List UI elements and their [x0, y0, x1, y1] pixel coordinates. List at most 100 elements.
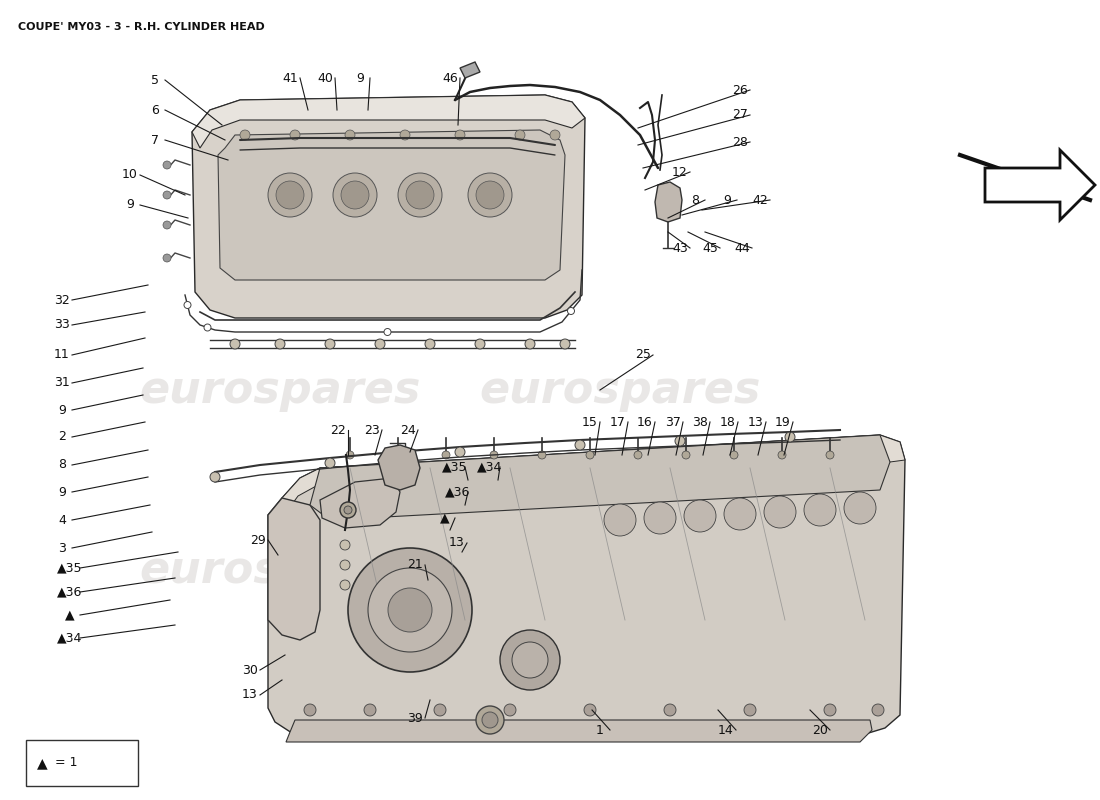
Polygon shape: [984, 150, 1094, 220]
Circle shape: [163, 161, 170, 169]
Polygon shape: [654, 182, 682, 222]
Text: ▲: ▲: [36, 756, 47, 770]
Circle shape: [340, 580, 350, 590]
Polygon shape: [310, 435, 890, 520]
Text: 32: 32: [54, 294, 70, 306]
Circle shape: [304, 704, 316, 716]
Circle shape: [604, 504, 636, 536]
Text: 21: 21: [407, 558, 422, 571]
Polygon shape: [286, 720, 872, 742]
Text: COUPE' MY03 - 3 - R.H. CYLINDER HEAD: COUPE' MY03 - 3 - R.H. CYLINDER HEAD: [18, 22, 265, 32]
Text: 23: 23: [364, 423, 380, 437]
Text: 9: 9: [723, 194, 730, 206]
Text: ▲: ▲: [65, 609, 75, 622]
Circle shape: [500, 630, 560, 690]
Circle shape: [455, 447, 465, 457]
Circle shape: [490, 451, 498, 459]
Circle shape: [163, 221, 170, 229]
Text: 8: 8: [58, 458, 66, 471]
Text: 40: 40: [317, 71, 333, 85]
Text: ▲36: ▲36: [57, 586, 82, 598]
Circle shape: [333, 173, 377, 217]
Circle shape: [184, 302, 191, 309]
Text: 25: 25: [635, 349, 651, 362]
Text: 17: 17: [610, 415, 626, 429]
Circle shape: [268, 173, 312, 217]
Circle shape: [824, 704, 836, 716]
Circle shape: [684, 500, 716, 532]
Circle shape: [324, 458, 336, 468]
Text: 15: 15: [582, 415, 598, 429]
Text: 42: 42: [752, 194, 768, 206]
Text: ▲35: ▲35: [57, 562, 82, 574]
Circle shape: [634, 451, 642, 459]
Polygon shape: [320, 478, 400, 528]
Polygon shape: [268, 435, 905, 735]
Circle shape: [482, 712, 498, 728]
Text: 6: 6: [151, 103, 158, 117]
Text: 1: 1: [596, 723, 604, 737]
Circle shape: [290, 130, 300, 140]
Text: 2: 2: [58, 430, 66, 443]
Circle shape: [384, 329, 390, 335]
Text: ▲: ▲: [440, 511, 450, 525]
Circle shape: [844, 492, 876, 524]
Text: ▲34: ▲34: [57, 631, 82, 645]
Circle shape: [388, 588, 432, 632]
FancyBboxPatch shape: [26, 740, 138, 786]
Circle shape: [398, 173, 442, 217]
Text: 46: 46: [442, 71, 458, 85]
Circle shape: [455, 130, 465, 140]
Polygon shape: [282, 435, 905, 514]
Text: 9: 9: [126, 198, 134, 211]
Text: 20: 20: [812, 723, 828, 737]
Text: 37: 37: [666, 415, 681, 429]
Circle shape: [344, 506, 352, 514]
Circle shape: [575, 440, 585, 450]
Polygon shape: [268, 498, 320, 640]
Circle shape: [364, 704, 376, 716]
Text: 16: 16: [637, 415, 653, 429]
Circle shape: [568, 307, 574, 314]
Circle shape: [204, 324, 211, 331]
Circle shape: [230, 339, 240, 349]
Text: 26: 26: [733, 83, 748, 97]
Text: 45: 45: [702, 242, 718, 254]
Circle shape: [550, 130, 560, 140]
Circle shape: [764, 496, 796, 528]
Text: 12: 12: [672, 166, 688, 178]
Circle shape: [394, 451, 402, 459]
Circle shape: [730, 451, 738, 459]
Polygon shape: [192, 95, 585, 148]
Circle shape: [538, 451, 546, 459]
Circle shape: [442, 451, 450, 459]
Text: = 1: = 1: [55, 757, 77, 770]
Circle shape: [240, 130, 250, 140]
Polygon shape: [192, 95, 585, 318]
Circle shape: [324, 339, 336, 349]
Circle shape: [778, 451, 786, 459]
Circle shape: [341, 181, 368, 209]
Circle shape: [644, 502, 676, 534]
Polygon shape: [378, 445, 420, 490]
Circle shape: [434, 704, 446, 716]
Text: 9: 9: [58, 486, 66, 498]
Circle shape: [400, 130, 410, 140]
Circle shape: [476, 181, 504, 209]
Text: ▲35: ▲35: [442, 461, 468, 474]
Polygon shape: [460, 62, 480, 78]
Circle shape: [560, 339, 570, 349]
Text: 27: 27: [733, 109, 748, 122]
Circle shape: [345, 130, 355, 140]
Text: 31: 31: [54, 377, 70, 390]
Circle shape: [525, 339, 535, 349]
Circle shape: [675, 436, 685, 446]
Circle shape: [504, 704, 516, 716]
Text: 7: 7: [151, 134, 160, 146]
Circle shape: [804, 494, 836, 526]
Circle shape: [476, 706, 504, 734]
Circle shape: [475, 339, 485, 349]
Circle shape: [724, 498, 756, 530]
Text: 30: 30: [242, 663, 257, 677]
Circle shape: [368, 568, 452, 652]
